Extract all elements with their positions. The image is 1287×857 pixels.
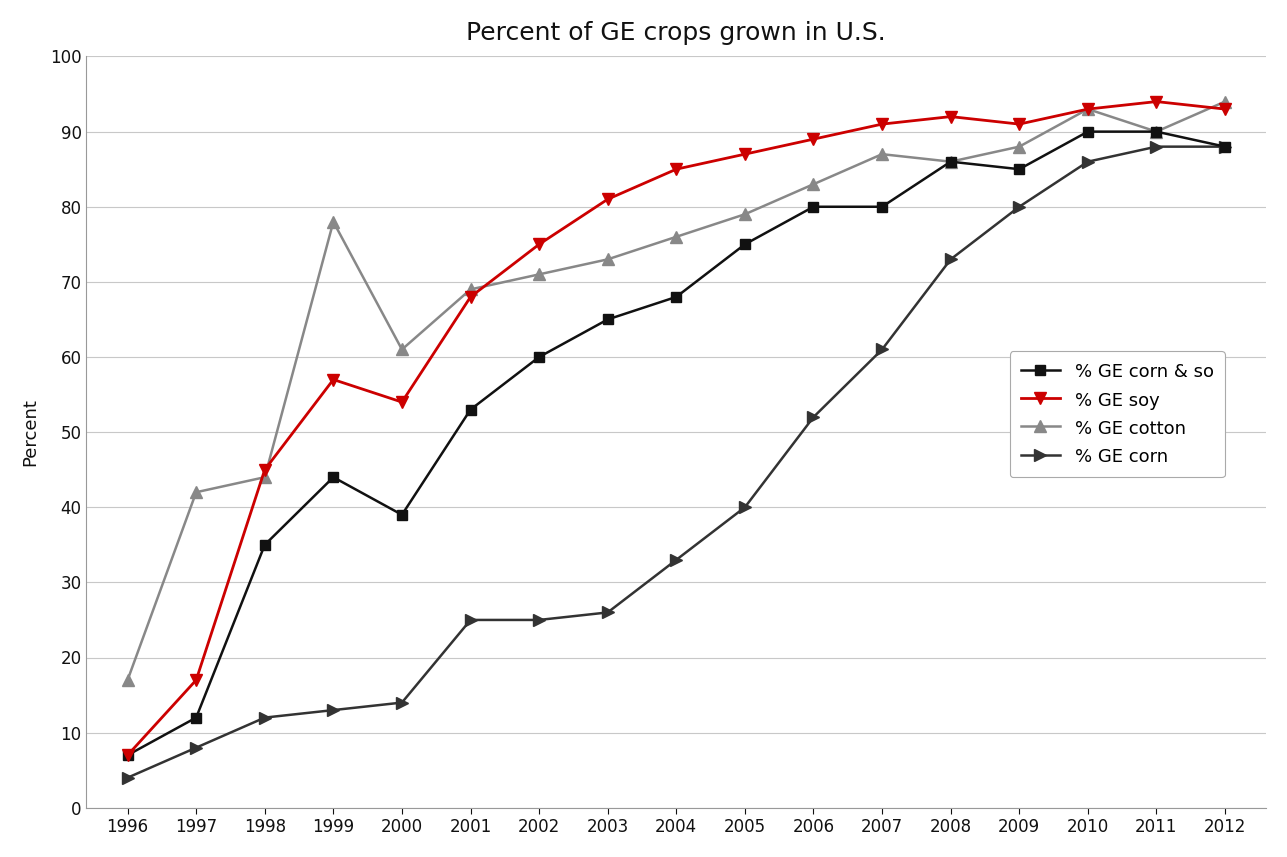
% GE cotton bbox=[120, 675, 135, 686]
% GE cotton bbox=[737, 209, 753, 219]
% GE cotton bbox=[1149, 127, 1165, 137]
% GE soy bbox=[463, 291, 479, 302]
% GE cotton bbox=[1218, 97, 1233, 107]
% GE cotton bbox=[1080, 104, 1095, 114]
% GE cotton bbox=[874, 149, 889, 159]
% GE corn bbox=[806, 412, 821, 423]
% GE soy bbox=[1012, 119, 1027, 129]
Line: % GE soy: % GE soy bbox=[121, 95, 1232, 761]
Line: % GE corn: % GE corn bbox=[122, 141, 1230, 783]
% GE corn & so bbox=[600, 315, 615, 325]
% GE corn bbox=[737, 502, 753, 512]
% GE soy bbox=[1218, 104, 1233, 114]
Line: % GE cotton: % GE cotton bbox=[122, 96, 1230, 686]
% GE corn bbox=[943, 255, 959, 265]
% GE corn bbox=[394, 698, 409, 708]
% GE corn bbox=[188, 742, 203, 752]
% GE corn & so bbox=[1149, 127, 1165, 137]
% GE corn bbox=[1149, 141, 1165, 152]
Title: Percent of GE crops grown in U.S.: Percent of GE crops grown in U.S. bbox=[466, 21, 887, 45]
% GE corn & so bbox=[120, 750, 135, 760]
% GE corn & so bbox=[257, 540, 273, 550]
% GE soy bbox=[668, 164, 683, 174]
% GE soy bbox=[1149, 97, 1165, 107]
% GE soy bbox=[394, 397, 409, 407]
% GE cotton bbox=[188, 487, 203, 497]
Line: % GE corn & so: % GE corn & so bbox=[122, 127, 1230, 760]
% GE corn bbox=[668, 554, 683, 565]
% GE cotton bbox=[394, 345, 409, 355]
% GE corn & so bbox=[463, 405, 479, 415]
% GE corn bbox=[120, 772, 135, 782]
% GE soy bbox=[737, 149, 753, 159]
% GE soy bbox=[120, 750, 135, 760]
% GE cotton bbox=[806, 179, 821, 189]
% GE corn bbox=[463, 614, 479, 625]
% GE corn bbox=[532, 614, 547, 625]
% GE cotton bbox=[326, 217, 341, 227]
% GE cotton bbox=[1012, 141, 1027, 152]
% GE corn & so bbox=[737, 239, 753, 249]
% GE cotton bbox=[257, 472, 273, 482]
% GE corn & so bbox=[806, 201, 821, 212]
% GE cotton bbox=[943, 157, 959, 167]
% GE corn & so bbox=[1080, 127, 1095, 137]
% GE cotton bbox=[532, 269, 547, 279]
% GE corn bbox=[1080, 157, 1095, 167]
Legend: % GE corn & so, % GE soy, % GE cotton, % GE corn: % GE corn & so, % GE soy, % GE cotton, %… bbox=[1010, 351, 1225, 477]
% GE soy bbox=[874, 119, 889, 129]
% GE soy bbox=[943, 111, 959, 122]
% GE soy bbox=[1080, 104, 1095, 114]
% GE corn & so bbox=[326, 472, 341, 482]
% GE corn bbox=[874, 345, 889, 355]
% GE corn bbox=[1012, 201, 1027, 212]
% GE corn & so bbox=[188, 712, 203, 722]
% GE corn bbox=[257, 712, 273, 722]
% GE corn & so bbox=[943, 157, 959, 167]
% GE corn & so bbox=[668, 291, 683, 302]
% GE soy bbox=[600, 194, 615, 204]
% GE soy bbox=[257, 464, 273, 475]
% GE soy bbox=[806, 134, 821, 144]
% GE corn bbox=[600, 608, 615, 618]
% GE soy bbox=[326, 375, 341, 385]
Y-axis label: Percent: Percent bbox=[21, 399, 39, 466]
% GE soy bbox=[188, 675, 203, 686]
% GE corn & so bbox=[1218, 141, 1233, 152]
% GE cotton bbox=[600, 255, 615, 265]
% GE corn & so bbox=[394, 510, 409, 520]
% GE corn bbox=[326, 705, 341, 716]
% GE soy bbox=[532, 239, 547, 249]
% GE corn & so bbox=[874, 201, 889, 212]
% GE corn & so bbox=[532, 352, 547, 363]
% GE corn bbox=[1218, 141, 1233, 152]
% GE corn & so bbox=[1012, 164, 1027, 174]
% GE cotton bbox=[463, 285, 479, 295]
% GE cotton bbox=[668, 231, 683, 242]
